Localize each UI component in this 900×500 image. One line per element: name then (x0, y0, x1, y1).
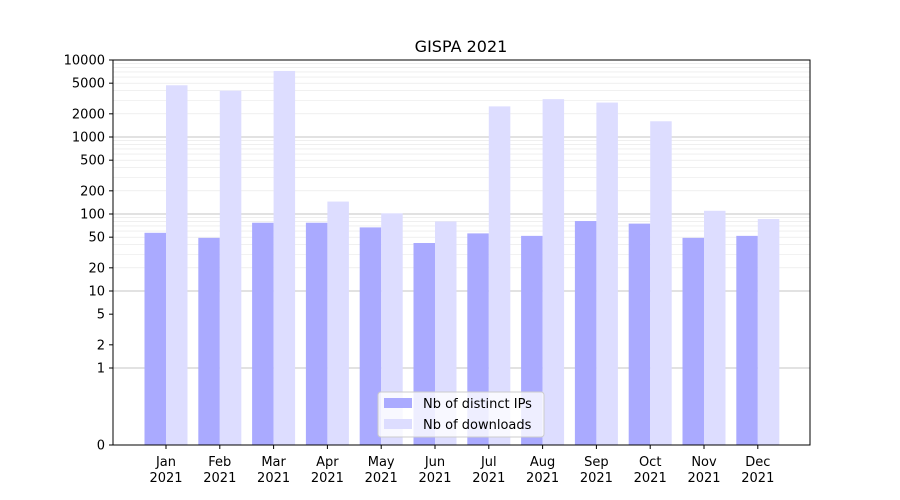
x-tick-label: Jun 2021 (418, 455, 451, 486)
x-tick-label: Feb 2021 (203, 455, 236, 486)
bar-ips (144, 232, 166, 445)
y-axis: 0 1 2 5 10 20 50 100 200 500 1000 2000 5000 10000 (64, 54, 113, 454)
x-tick-label-line: 2021 (418, 471, 451, 486)
legend-label: Nb of distinct IPs (423, 397, 532, 412)
x-tick-label-line: 2021 (311, 471, 344, 486)
bar-ips (198, 237, 220, 445)
bar-ips (252, 222, 274, 445)
x-tick-label-line: 2021 (149, 471, 182, 486)
bar-ips (305, 222, 328, 445)
bar-downloads (327, 201, 349, 445)
bar-downloads (273, 70, 296, 445)
y-tick-label: 0 (97, 439, 105, 454)
bar-downloads (435, 221, 457, 445)
x-tick-label: Apr 2021 (311, 455, 344, 486)
x-tick-label: Mar 2021 (257, 455, 290, 486)
x-tick-label-line: 2021 (634, 471, 667, 486)
x-tick-label-line: Jun (424, 455, 445, 470)
x-tick-label: Jul 2021 (472, 455, 505, 486)
y-tick-label: 1 (97, 362, 105, 377)
y-tick-label: 2000 (72, 107, 105, 122)
y-tick-label: 5 (97, 308, 105, 323)
legend-swatch (384, 419, 412, 429)
y-tick-label: 2 (97, 338, 105, 353)
x-tick-label-line: Aug (530, 455, 555, 470)
plot-frame (112, 59, 811, 446)
legend: Nb of distinct IPs Nb of downloads (377, 391, 545, 438)
x-tick-label-line: May (368, 455, 395, 470)
x-tick-label-line: 2021 (526, 471, 559, 486)
x-tick-label-line: Sep (584, 455, 609, 470)
x-tick-label-line: 2021 (257, 471, 290, 486)
x-tick-label-line: Nov (691, 455, 717, 470)
bar-downloads (757, 219, 780, 445)
bar-ips (628, 223, 651, 445)
bar-ips (359, 227, 382, 445)
bar-downloads (488, 106, 511, 446)
legend-box (377, 391, 545, 438)
x-tick-label: Aug 2021 (526, 455, 559, 486)
bar-downloads (704, 210, 726, 445)
x-tick-label: Sep 2021 (580, 455, 613, 486)
x-tick-label: Jan 2021 (149, 455, 182, 486)
x-tick-label-line: 2021 (687, 471, 720, 486)
x-tick-label-line: 2021 (365, 471, 398, 486)
legend-swatch (384, 398, 412, 408)
bar-ips (682, 237, 704, 445)
y-tick-label: 20 (88, 261, 105, 276)
x-tick-label-line: Jan (155, 455, 176, 470)
y-tick-label: 200 (80, 184, 105, 199)
x-tick-label-line: 2021 (741, 471, 774, 486)
y-tick-label: 50 (88, 231, 105, 246)
x-tick-label-line: 2021 (203, 471, 236, 486)
bar-downloads (596, 102, 618, 445)
bar-downloads (219, 90, 242, 445)
x-tick-label-line: 2021 (580, 471, 613, 486)
y-tick-label: 100 (80, 208, 105, 223)
bar-downloads (650, 121, 672, 445)
bar-ips (574, 221, 597, 445)
y-tick-label: 5000 (72, 77, 105, 92)
legend-label: Nb of downloads (423, 418, 532, 433)
x-tick-label-line: Mar (261, 455, 286, 470)
x-tick-label-line: Dec (745, 455, 770, 470)
y-tick-label: 10000 (64, 54, 105, 69)
x-tick-label: Dec 2021 (741, 455, 774, 486)
chart-title: GISPA 2021 (415, 37, 508, 56)
bar-downloads (166, 85, 188, 445)
bar-ips (736, 235, 758, 445)
y-tick-label: 1000 (72, 131, 105, 146)
x-tick-label-line: Jul (480, 455, 497, 470)
x-tick-label-line: Feb (208, 455, 231, 470)
x-tick-label: Oct 2021 (634, 455, 667, 486)
x-tick-label-line: Oct (639, 455, 661, 470)
x-tick-label: Nov 2021 (687, 455, 720, 486)
x-tick-label: May 2021 (365, 455, 398, 486)
bar-downloads (381, 213, 403, 445)
x-tick-label-line: Apr (316, 455, 339, 470)
y-tick-label: 10 (88, 285, 105, 300)
x-tick-label-line: 2021 (472, 471, 505, 486)
bar-downloads (542, 99, 565, 445)
y-tick-label: 500 (80, 154, 105, 169)
